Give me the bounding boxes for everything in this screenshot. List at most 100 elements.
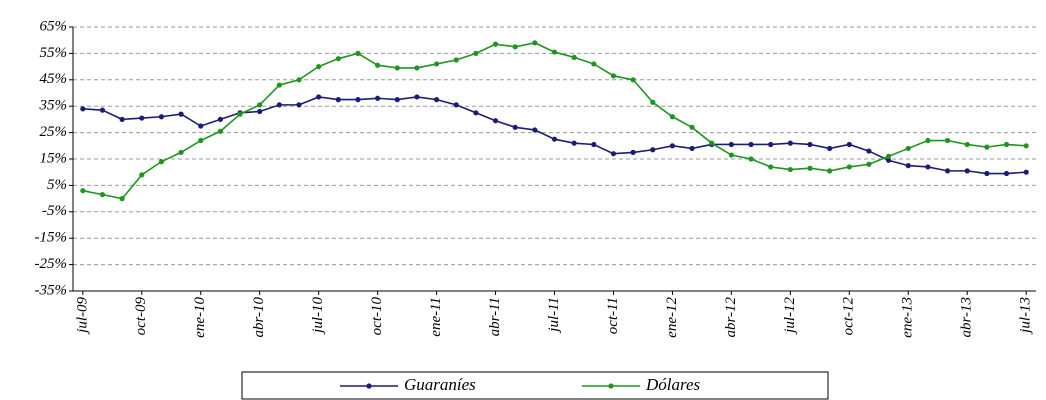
x-tick-label: ene-11 <box>428 297 444 337</box>
data-point <box>158 159 165 165</box>
data-point <box>591 141 597 148</box>
data-point <box>630 77 636 83</box>
data-point <box>650 147 656 153</box>
data-point <box>433 61 440 67</box>
y-tick-label: -5% <box>42 203 67 219</box>
data-point <box>925 164 931 170</box>
x-tick-label: abr-10 <box>251 297 267 338</box>
y-tick-label: 15% <box>40 150 68 166</box>
legend-box <box>241 371 829 400</box>
data-point <box>571 140 577 146</box>
x-tick-label: oct-12 <box>841 297 857 336</box>
data-point <box>217 116 223 122</box>
data-point <box>787 166 793 173</box>
x-tick-label: oct-11 <box>605 297 621 334</box>
data-point <box>650 99 656 105</box>
data-point <box>80 188 86 194</box>
data-point <box>237 111 243 117</box>
data-point <box>492 118 499 124</box>
data-point <box>1003 170 1010 177</box>
data-point <box>296 102 302 108</box>
data-point <box>728 152 734 158</box>
y-tick-label: 45% <box>40 71 68 87</box>
data-point <box>709 140 715 146</box>
y-tick-label: 55% <box>40 45 68 61</box>
data-point <box>551 49 558 55</box>
data-point <box>119 116 125 122</box>
data-point <box>925 137 931 144</box>
data-point <box>866 148 872 154</box>
data-point <box>807 165 813 171</box>
data-point <box>492 41 499 47</box>
data-point <box>689 124 695 130</box>
data-point <box>768 141 774 148</box>
data-point <box>394 65 400 71</box>
data-point <box>198 123 204 129</box>
data-point <box>473 50 479 57</box>
data-point <box>276 82 282 88</box>
data-point <box>178 149 184 155</box>
data-point <box>257 102 263 108</box>
y-tick-label: 65% <box>40 18 68 34</box>
data-point <box>944 168 951 174</box>
legend-marker <box>608 383 614 389</box>
line-series <box>82 42 1027 200</box>
data-point <box>532 40 538 46</box>
x-tick-label: abr-12 <box>723 297 739 338</box>
data-point <box>610 73 617 79</box>
y-tick-label: -25% <box>35 256 68 272</box>
data-point <box>139 172 145 178</box>
data-point <box>99 107 106 113</box>
x-tick-label: jul-12 <box>782 297 798 335</box>
data-point <box>257 108 263 115</box>
x-tick-label: ene-10 <box>192 297 208 338</box>
data-point <box>453 102 459 108</box>
data-point <box>905 145 911 152</box>
data-point <box>178 111 184 117</box>
data-point <box>669 143 676 149</box>
data-point <box>355 50 361 57</box>
x-tick-label: jul-11 <box>546 297 562 334</box>
data-point <box>473 110 479 116</box>
data-point <box>886 153 892 159</box>
data-point <box>787 140 793 146</box>
data-point <box>158 114 165 120</box>
legend-marker <box>366 383 372 389</box>
data-point <box>846 141 852 148</box>
data-point <box>198 137 204 144</box>
data-point <box>905 163 911 169</box>
data-point <box>886 157 892 163</box>
data-point <box>375 62 381 68</box>
data-point <box>119 196 125 202</box>
data-point <box>1023 143 1029 149</box>
x-tick-label: oct-09 <box>133 297 149 336</box>
data-point <box>551 136 558 142</box>
data-point <box>316 64 322 70</box>
x-tick-label: ene-12 <box>664 297 680 338</box>
data-point <box>964 141 970 148</box>
x-tick-label: ene-13 <box>900 297 916 338</box>
x-tick-label: jul-09 <box>74 297 90 335</box>
data-point <box>944 137 951 144</box>
data-point <box>1023 169 1029 175</box>
data-point <box>768 164 774 170</box>
data-point <box>335 56 341 62</box>
data-point <box>453 57 459 63</box>
y-tick-label: -15% <box>35 230 68 246</box>
data-point <box>984 170 990 177</box>
data-point <box>80 106 86 112</box>
data-point <box>827 145 833 152</box>
data-point <box>316 94 322 100</box>
y-tick-label: 25% <box>40 124 68 140</box>
y-tick-label: 35% <box>39 98 68 114</box>
x-tick-label: oct-10 <box>369 297 385 336</box>
legend-label: Dólares <box>645 375 701 394</box>
data-point <box>866 161 872 167</box>
data-point <box>591 61 597 67</box>
data-point <box>1003 141 1010 148</box>
data-point <box>139 115 145 121</box>
x-tick-label: abr-13 <box>959 297 975 338</box>
data-point <box>827 168 833 174</box>
data-point <box>414 65 420 71</box>
